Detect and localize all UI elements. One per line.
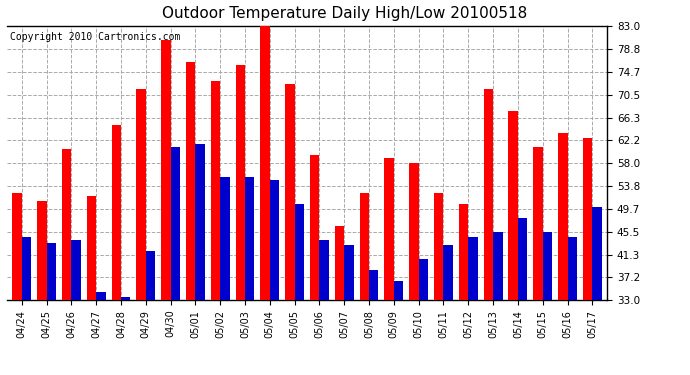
Bar [567, 237, 577, 300]
Bar [295, 204, 304, 300]
Bar [509, 111, 518, 300]
Bar [344, 245, 354, 300]
Text: Outdoor Temperature Daily High/Low 20100518: Outdoor Temperature Daily High/Low 20100… [162, 6, 528, 21]
Bar [170, 147, 180, 300]
Bar [583, 138, 592, 300]
Bar [310, 155, 319, 300]
Bar [186, 62, 195, 300]
Bar [434, 193, 444, 300]
Bar [444, 245, 453, 300]
Bar [87, 196, 96, 300]
Bar [459, 204, 469, 300]
Bar [12, 193, 22, 300]
Bar [47, 243, 56, 300]
Bar [533, 147, 543, 300]
Bar [121, 297, 130, 300]
Bar [469, 237, 477, 300]
Bar [235, 64, 245, 300]
Bar [543, 231, 552, 300]
Bar [518, 218, 527, 300]
Bar [146, 251, 155, 300]
Bar [419, 259, 428, 300]
Bar [211, 81, 220, 300]
Bar [409, 163, 419, 300]
Bar [260, 24, 270, 300]
Bar [195, 144, 205, 300]
Bar [96, 292, 106, 300]
Bar [319, 240, 329, 300]
Bar [384, 158, 394, 300]
Bar [558, 133, 567, 300]
Bar [112, 125, 121, 300]
Bar [394, 281, 403, 300]
Bar [493, 231, 502, 300]
Bar [22, 237, 31, 300]
Bar [71, 240, 81, 300]
Bar [245, 177, 255, 300]
Text: Copyright 2010 Cartronics.com: Copyright 2010 Cartronics.com [10, 32, 180, 42]
Bar [484, 89, 493, 300]
Bar [285, 84, 295, 300]
Bar [37, 201, 47, 300]
Bar [359, 193, 369, 300]
Bar [335, 226, 344, 300]
Bar [592, 207, 602, 300]
Bar [220, 177, 230, 300]
Bar [369, 270, 379, 300]
Bar [270, 180, 279, 300]
Bar [137, 89, 146, 300]
Bar [62, 149, 71, 300]
Bar [161, 40, 170, 300]
